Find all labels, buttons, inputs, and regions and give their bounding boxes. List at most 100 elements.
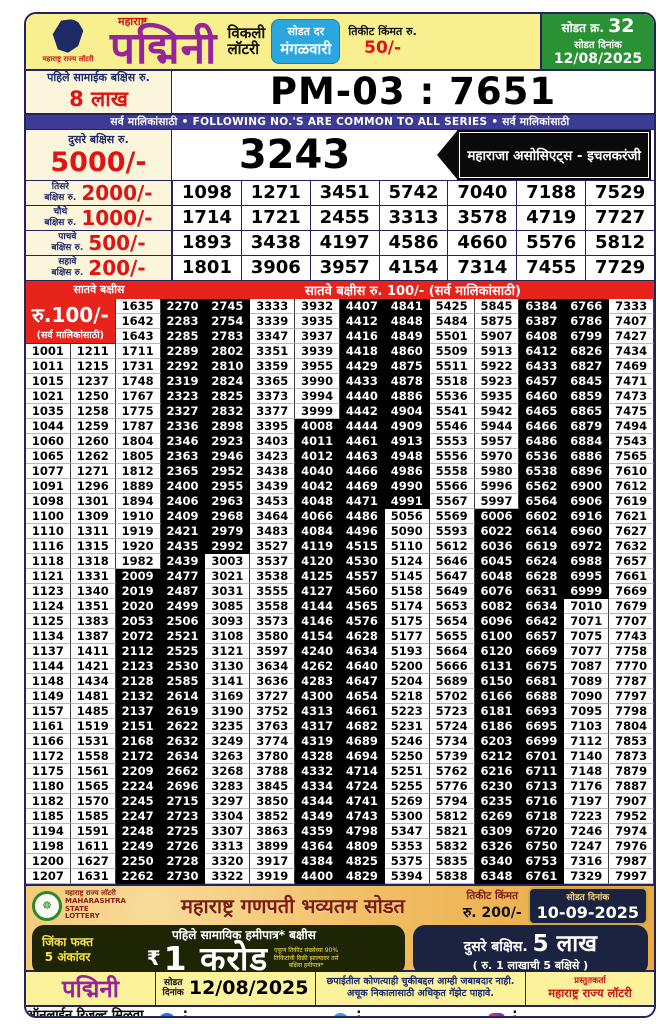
result-number: 1001 [26, 343, 71, 359]
result-number: 1889 [115, 478, 161, 494]
result-number: 6718 [519, 808, 565, 824]
result-number: 5923 [474, 373, 520, 389]
result-number: 6886 [564, 448, 610, 464]
result-number: 7247 [564, 838, 610, 854]
result-number: 7707 [609, 613, 654, 629]
result-number: 1091 [26, 478, 71, 494]
result-number: 6036 [474, 538, 520, 554]
result-number: 4682 [340, 718, 385, 734]
result-number: 1124 [26, 598, 71, 614]
result-number: 7627 [609, 523, 654, 539]
result-number: 2725 [160, 823, 206, 839]
result-number: 2946 [205, 448, 251, 464]
result-number: 5177 [384, 628, 430, 644]
result-number: 2319 [160, 373, 206, 389]
banner-logo-icon: ☸ [32, 890, 62, 921]
result-number: 7469 [609, 358, 654, 374]
result-number: 4416 [340, 328, 385, 344]
result-number: 7140 [564, 748, 610, 764]
prize-number: 3451 [309, 180, 379, 205]
result-number: 7103 [564, 718, 610, 734]
result-number: 5845 [474, 298, 520, 314]
result-number: 6766 [564, 298, 610, 314]
result-number: 3999 [295, 403, 340, 419]
prize-number: 4660 [447, 230, 516, 255]
result-number: 3339 [250, 313, 296, 329]
result-number: 3483 [250, 523, 296, 539]
result-number: 5145 [384, 568, 430, 584]
result-number: 4841 [384, 298, 430, 314]
sixth-prize-row: सहावे बक्षिस रु. 200/- 1801 3906 3957 4154 73… [26, 255, 654, 281]
result-number: 6716 [519, 793, 565, 809]
prize-number: 1714 [172, 205, 241, 230]
result-number: 6131 [474, 658, 520, 674]
result-number: 5762 [429, 763, 475, 779]
result-number: 4798 [340, 823, 385, 839]
result-number: 7112 [564, 733, 610, 749]
result-number: 7873 [609, 748, 654, 764]
result-number: 3634 [250, 658, 296, 674]
prize-number: 7727 [585, 205, 654, 230]
result-number: 4560 [340, 583, 385, 599]
prize-number: 1098 [172, 180, 241, 205]
result-number: 1642 [115, 313, 161, 329]
result-number: 2283 [160, 313, 206, 329]
result-number: 6022 [474, 523, 520, 539]
result-number: 3537 [250, 553, 296, 569]
result-number: 4849 [384, 328, 430, 344]
result-number: 7475 [609, 403, 654, 419]
result-number: 1920 [115, 538, 161, 554]
result-number: 2285 [160, 328, 206, 344]
footer-draw-date: सोडत दिनांक 12/08/2025 [156, 971, 316, 1005]
ticket-price: तिकीट किंमत रु. 50/- [348, 24, 417, 58]
result-number: 2168 [115, 733, 161, 749]
result-number: 7010 [564, 598, 610, 614]
result-number: 2132 [115, 688, 161, 704]
result-number: 4486 [340, 508, 385, 524]
result-number: 4328 [295, 748, 340, 764]
result-number: 6486 [519, 433, 565, 449]
result-number: 5541 [429, 403, 475, 419]
result-number: 4364 [295, 838, 340, 854]
result-number: 7887 [609, 778, 654, 794]
result-number: 3727 [250, 688, 296, 704]
result-number: 3169 [205, 688, 251, 704]
prize-number: 3906 [240, 255, 310, 280]
result-number: 5394 [384, 868, 430, 884]
result-number: 5776 [429, 778, 475, 794]
result-number: 3774 [250, 733, 296, 749]
result-number: 5556 [429, 448, 475, 464]
result-number: 5223 [384, 703, 430, 719]
result-number: 1383 [70, 613, 116, 629]
result-number: 3935 [295, 313, 340, 329]
result-number: 6433 [519, 358, 565, 374]
result-number: 5702 [429, 688, 475, 704]
result-number: 1098 [26, 493, 71, 509]
result-number: 2634 [160, 748, 206, 764]
result-number: 3307 [205, 823, 251, 839]
draw-day-chip: सोडत दर मंगळवारी [271, 18, 341, 64]
result-number: 5501 [429, 328, 475, 344]
result-number: 5511 [429, 358, 475, 374]
result-number: 1148 [26, 673, 71, 689]
result-number: 1137 [26, 643, 71, 659]
result-number: 5997 [474, 493, 520, 509]
result-number: 4463 [340, 448, 385, 464]
result-number: 6235 [474, 793, 520, 809]
result-number: 3423 [250, 448, 296, 464]
result-number: 4412 [340, 313, 385, 329]
result-number: 5269 [384, 793, 430, 809]
result-number: 1565 [70, 778, 116, 794]
result-number: 6999 [564, 583, 610, 599]
result-number: 3403 [250, 433, 296, 449]
result-number: 1180 [26, 778, 71, 794]
result-number: 1611 [70, 838, 116, 854]
result-number: 3322 [205, 868, 251, 884]
result-number: 1731 [115, 358, 161, 374]
fourth-prize-row: चौथे बक्षिस रु. 1000/- 1714 1721 2455 3313 35… [26, 205, 654, 231]
result-number: 2824 [205, 373, 251, 389]
result-number: 5835 [429, 853, 475, 869]
result-number: 7612 [609, 478, 654, 494]
result-number: 4084 [295, 523, 340, 539]
result-number: 4042 [295, 478, 340, 494]
